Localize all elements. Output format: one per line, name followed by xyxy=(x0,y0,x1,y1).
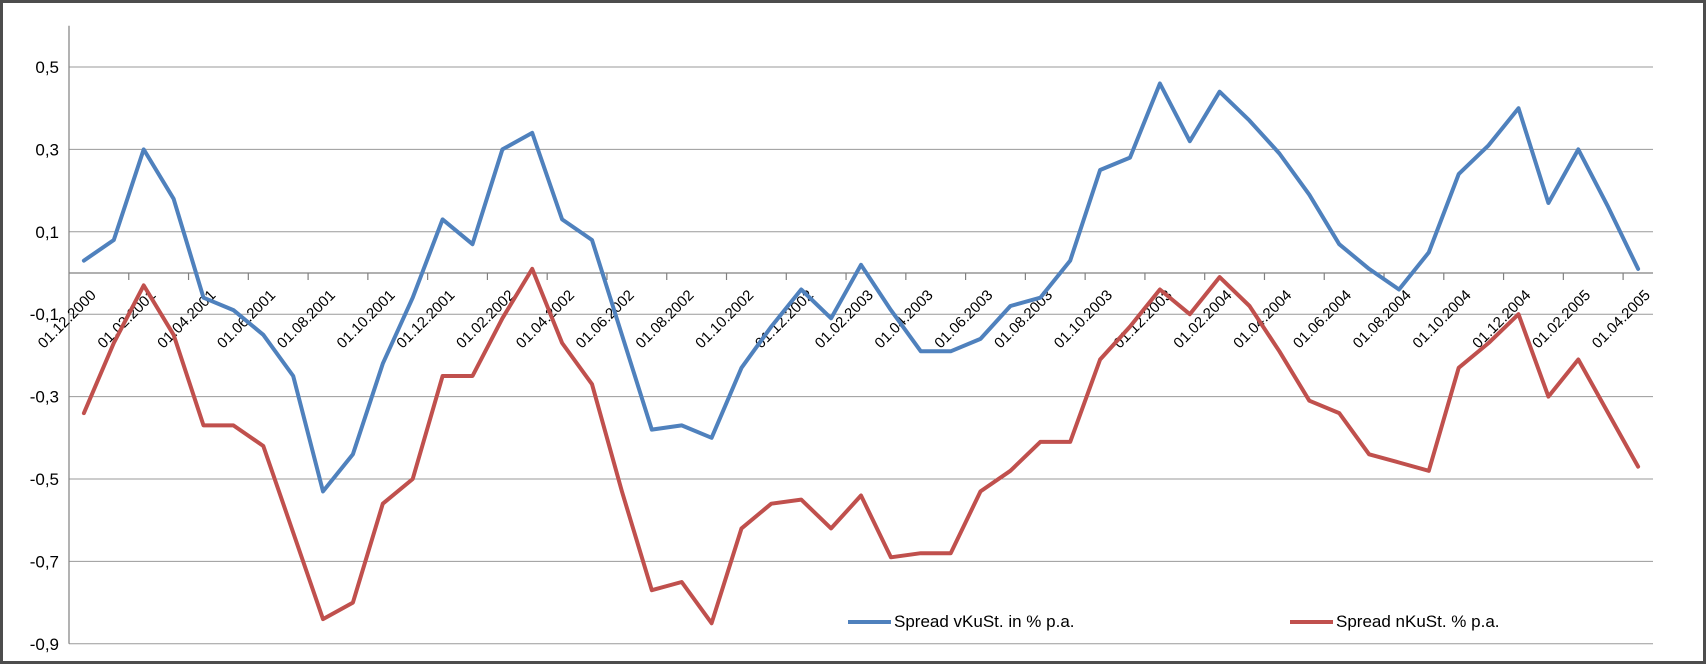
x-axis-tick-label: 01.08.2002 xyxy=(632,287,697,352)
x-axis-tick-label: 01.10.2004 xyxy=(1409,287,1474,352)
y-axis-tick-label: -0,1 xyxy=(30,305,59,324)
x-axis-tick-label: 01.10.2001 xyxy=(334,287,399,352)
x-axis-tick-label: 01.02.2005 xyxy=(1529,287,1594,352)
y-axis-tick-label: -0,5 xyxy=(30,470,59,489)
x-axis-tick-label: 01.08.2001 xyxy=(274,287,339,352)
gridlines xyxy=(69,66,1653,645)
x-axis-tick-label: 01.06.2002 xyxy=(573,287,638,352)
legend-item-vkust: Spread vKuSt. in % p.a. xyxy=(848,612,1075,631)
series-lines xyxy=(81,81,1641,626)
axis-ticks xyxy=(128,273,1624,280)
y-axis-tick-label: -0,3 xyxy=(30,388,59,407)
y-axis-tick-label: 0,3 xyxy=(35,140,59,159)
x-axis-tick-label: 01.10.2003 xyxy=(1051,287,1116,352)
legend-label-nkust: Spread nKuSt. % p.a. xyxy=(1336,612,1500,631)
line-chart: 0,50,30,1-0,1-0,3-0,5-0,7-0,9 01.12.2000… xyxy=(30,25,1654,654)
series-line-nkust xyxy=(81,266,1641,626)
y-axis-tick-label: 0,5 xyxy=(35,58,59,77)
y-axis-labels: 0,5 0,3 0,1 -0,1 -0,3 -0,5 -0,7 -0,9 xyxy=(30,58,59,654)
legend-swatch-vkust-line xyxy=(848,620,891,624)
y-axis-tick-label: -0,7 xyxy=(30,552,59,571)
x-axis-tick-label: 01.12.2004 xyxy=(1469,287,1534,352)
x-axis-tick-label: 01.04.2005 xyxy=(1589,287,1654,352)
x-axis-tick-label: 01.08.2004 xyxy=(1350,287,1415,352)
x-axis-tick-label: 01.10.2002 xyxy=(692,287,757,352)
legend-item-nkust: Spread nKuSt. % p.a. xyxy=(1290,612,1500,631)
y-axis-tick-label: -0,9 xyxy=(30,635,59,654)
legend-swatch-nkust-line xyxy=(1290,620,1333,624)
x-axis-tick-label: 01.06.2004 xyxy=(1290,287,1355,352)
x-axis-tick-label: 01.02.2002 xyxy=(453,287,518,352)
legend-label-vkust: Spread vKuSt. in % p.a. xyxy=(894,612,1075,631)
series-line-vkust xyxy=(81,81,1641,494)
x-axis-tick-label: 01.06.2003 xyxy=(931,287,996,352)
y-axis-tick-label: 0,1 xyxy=(35,223,59,242)
axes xyxy=(68,25,1653,644)
